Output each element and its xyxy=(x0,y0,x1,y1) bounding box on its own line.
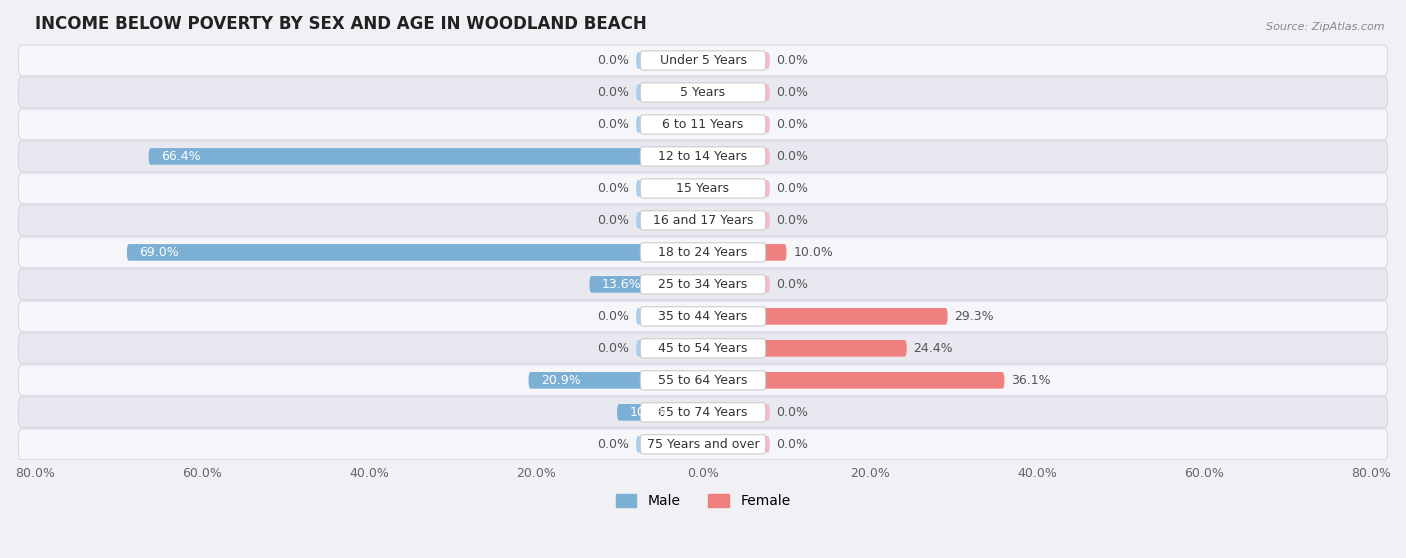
Text: 35 to 44 Years: 35 to 44 Years xyxy=(658,310,748,323)
Text: 0.0%: 0.0% xyxy=(776,438,808,451)
Text: 0.0%: 0.0% xyxy=(776,54,808,67)
Text: 45 to 54 Years: 45 to 54 Years xyxy=(658,342,748,355)
Text: 66.4%: 66.4% xyxy=(162,150,201,163)
Text: 0.0%: 0.0% xyxy=(776,150,808,163)
Text: 69.0%: 69.0% xyxy=(139,246,179,259)
FancyBboxPatch shape xyxy=(640,307,766,326)
Text: 0.0%: 0.0% xyxy=(598,214,630,227)
Text: 25 to 34 Years: 25 to 34 Years xyxy=(658,278,748,291)
Text: 20.9%: 20.9% xyxy=(541,374,581,387)
FancyBboxPatch shape xyxy=(640,243,766,262)
Text: 65 to 74 Years: 65 to 74 Years xyxy=(658,406,748,419)
Text: 16 and 17 Years: 16 and 17 Years xyxy=(652,214,754,227)
FancyBboxPatch shape xyxy=(640,211,766,230)
Text: 0.0%: 0.0% xyxy=(598,118,630,131)
FancyBboxPatch shape xyxy=(640,275,766,294)
Text: 15 Years: 15 Years xyxy=(676,182,730,195)
Text: Source: ZipAtlas.com: Source: ZipAtlas.com xyxy=(1267,22,1385,32)
Text: Under 5 Years: Under 5 Years xyxy=(659,54,747,67)
FancyBboxPatch shape xyxy=(703,52,770,69)
FancyBboxPatch shape xyxy=(18,365,1388,396)
FancyBboxPatch shape xyxy=(703,308,948,325)
Text: 0.0%: 0.0% xyxy=(776,182,808,195)
FancyBboxPatch shape xyxy=(640,403,766,422)
Text: 0.0%: 0.0% xyxy=(598,86,630,99)
FancyBboxPatch shape xyxy=(636,52,703,69)
FancyBboxPatch shape xyxy=(149,148,703,165)
FancyBboxPatch shape xyxy=(703,148,770,165)
FancyBboxPatch shape xyxy=(636,84,703,101)
FancyBboxPatch shape xyxy=(636,436,703,453)
FancyBboxPatch shape xyxy=(640,371,766,390)
Text: 0.0%: 0.0% xyxy=(598,438,630,451)
Text: 55 to 64 Years: 55 to 64 Years xyxy=(658,374,748,387)
FancyBboxPatch shape xyxy=(617,404,703,421)
FancyBboxPatch shape xyxy=(640,51,766,70)
FancyBboxPatch shape xyxy=(18,429,1388,460)
FancyBboxPatch shape xyxy=(589,276,703,293)
Text: 10.3%: 10.3% xyxy=(630,406,669,419)
Text: 24.4%: 24.4% xyxy=(914,342,953,355)
Text: 29.3%: 29.3% xyxy=(955,310,994,323)
FancyBboxPatch shape xyxy=(636,308,703,325)
Text: 5 Years: 5 Years xyxy=(681,86,725,99)
FancyBboxPatch shape xyxy=(636,340,703,357)
FancyBboxPatch shape xyxy=(18,333,1388,364)
Text: 0.0%: 0.0% xyxy=(776,118,808,131)
Text: 0.0%: 0.0% xyxy=(598,182,630,195)
FancyBboxPatch shape xyxy=(18,77,1388,108)
FancyBboxPatch shape xyxy=(703,404,770,421)
FancyBboxPatch shape xyxy=(18,301,1388,331)
Text: 0.0%: 0.0% xyxy=(776,214,808,227)
Text: 0.0%: 0.0% xyxy=(598,342,630,355)
FancyBboxPatch shape xyxy=(18,237,1388,268)
FancyBboxPatch shape xyxy=(18,173,1388,204)
FancyBboxPatch shape xyxy=(18,141,1388,172)
Text: 12 to 14 Years: 12 to 14 Years xyxy=(658,150,748,163)
FancyBboxPatch shape xyxy=(18,397,1388,427)
FancyBboxPatch shape xyxy=(636,212,703,229)
FancyBboxPatch shape xyxy=(703,116,770,133)
Text: 36.1%: 36.1% xyxy=(1011,374,1050,387)
FancyBboxPatch shape xyxy=(640,339,766,358)
FancyBboxPatch shape xyxy=(18,45,1388,76)
Text: 75 Years and over: 75 Years and over xyxy=(647,438,759,451)
Text: INCOME BELOW POVERTY BY SEX AND AGE IN WOODLAND BEACH: INCOME BELOW POVERTY BY SEX AND AGE IN W… xyxy=(35,15,647,33)
Text: 0.0%: 0.0% xyxy=(776,86,808,99)
FancyBboxPatch shape xyxy=(703,372,1004,388)
Text: 13.6%: 13.6% xyxy=(602,278,641,291)
FancyBboxPatch shape xyxy=(18,109,1388,140)
FancyBboxPatch shape xyxy=(127,244,703,261)
FancyBboxPatch shape xyxy=(703,340,907,357)
FancyBboxPatch shape xyxy=(640,83,766,102)
FancyBboxPatch shape xyxy=(18,205,1388,236)
FancyBboxPatch shape xyxy=(640,179,766,198)
Text: 0.0%: 0.0% xyxy=(776,406,808,419)
FancyBboxPatch shape xyxy=(640,115,766,134)
FancyBboxPatch shape xyxy=(703,84,770,101)
Text: 0.0%: 0.0% xyxy=(598,54,630,67)
Text: 10.0%: 10.0% xyxy=(793,246,832,259)
Text: 6 to 11 Years: 6 to 11 Years xyxy=(662,118,744,131)
Text: 18 to 24 Years: 18 to 24 Years xyxy=(658,246,748,259)
FancyBboxPatch shape xyxy=(636,116,703,133)
FancyBboxPatch shape xyxy=(18,269,1388,300)
FancyBboxPatch shape xyxy=(640,435,766,454)
FancyBboxPatch shape xyxy=(640,147,766,166)
Legend: Male, Female: Male, Female xyxy=(610,488,796,513)
FancyBboxPatch shape xyxy=(529,372,703,388)
FancyBboxPatch shape xyxy=(703,276,770,293)
Text: 0.0%: 0.0% xyxy=(598,310,630,323)
FancyBboxPatch shape xyxy=(703,436,770,453)
FancyBboxPatch shape xyxy=(703,212,770,229)
Text: 0.0%: 0.0% xyxy=(776,278,808,291)
FancyBboxPatch shape xyxy=(636,180,703,197)
FancyBboxPatch shape xyxy=(703,244,786,261)
FancyBboxPatch shape xyxy=(703,180,770,197)
